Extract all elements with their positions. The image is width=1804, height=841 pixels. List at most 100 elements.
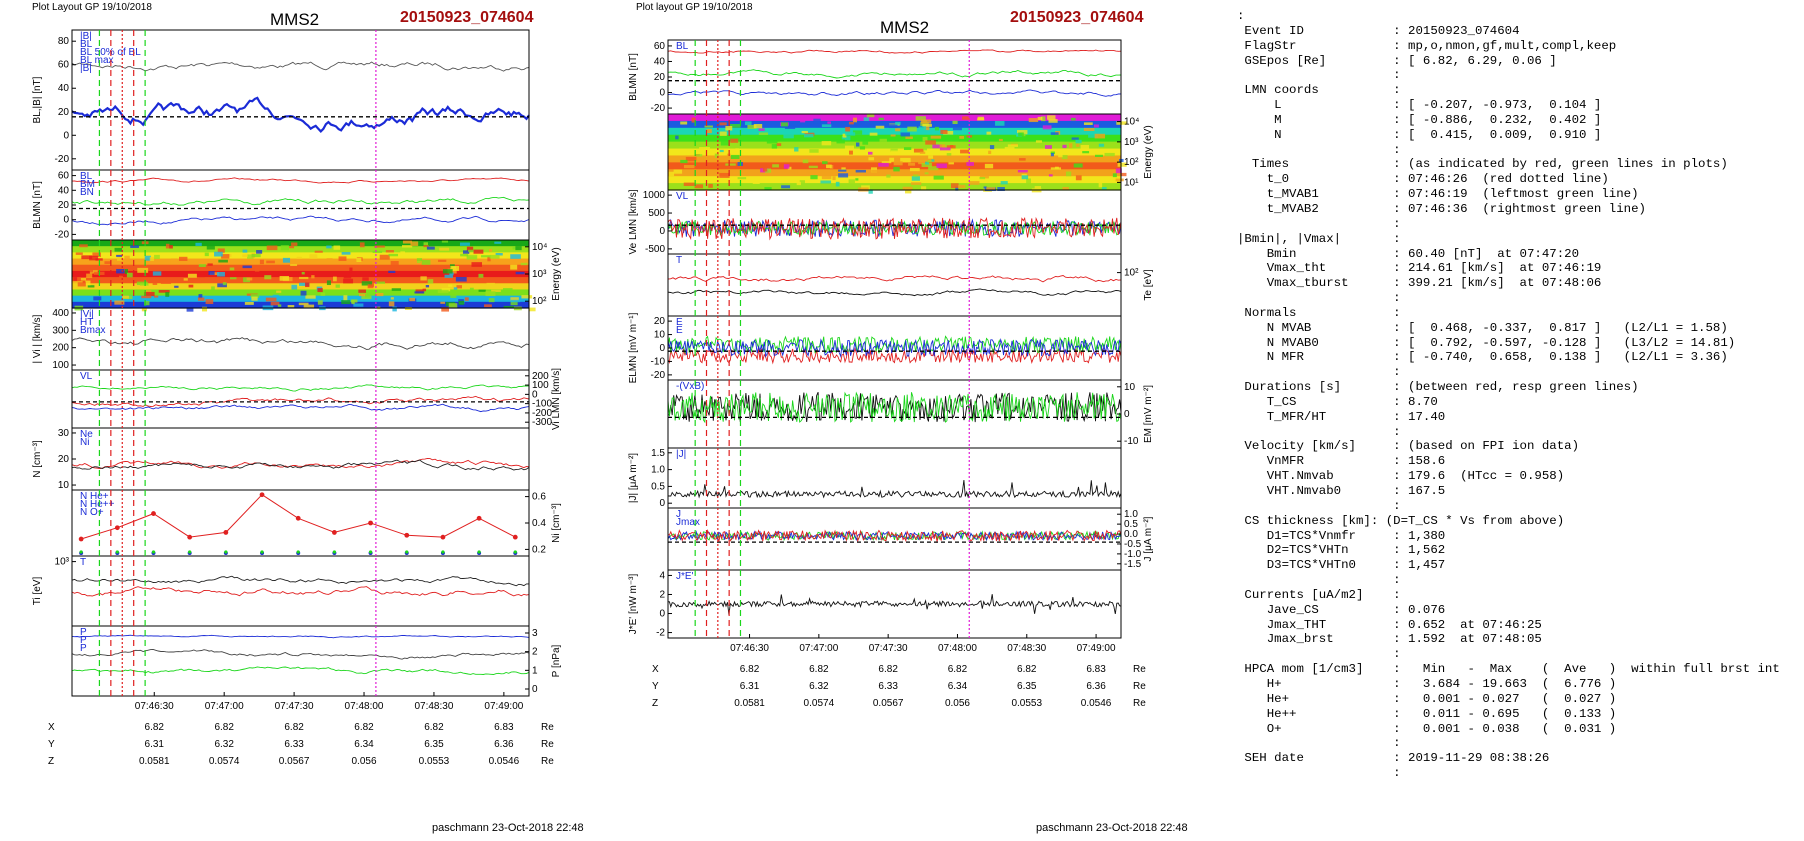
spectrogram-cell bbox=[374, 245, 385, 248]
info-line: N MVAB0 : [ 0.792, -0.597, -0.128 ] (L3/… bbox=[1237, 335, 1736, 350]
data-point bbox=[332, 550, 336, 554]
series-line-en bbox=[667, 337, 1122, 358]
x-tick-label: 07:49:00 bbox=[1077, 643, 1116, 654]
spectrogram-cell bbox=[1082, 151, 1090, 154]
spectrogram-band bbox=[72, 258, 529, 266]
spectrogram-cell bbox=[343, 276, 352, 279]
spectrogram-cell bbox=[227, 254, 232, 257]
spectrogram-cell bbox=[1058, 153, 1063, 158]
spectrogram-cell bbox=[958, 184, 966, 189]
info-line: He++ : 0.011 - 0.695 ( 0.133 ) bbox=[1237, 706, 1617, 721]
spectrogram-cell bbox=[766, 139, 778, 144]
y-tick-label: -100 bbox=[532, 399, 552, 410]
info-line: H+ : 3.684 - 19.663 ( 6.776 ) bbox=[1237, 676, 1617, 691]
spectrogram-cell bbox=[130, 245, 139, 248]
spectrogram-cell bbox=[719, 122, 727, 126]
info-line: Bmin : 60.40 [nT] at 07:47:20 bbox=[1237, 246, 1580, 261]
panel-ylabel: J [μA m⁻²] bbox=[1143, 516, 1154, 561]
spectrogram-cell bbox=[1070, 117, 1076, 121]
spectrogram-cell bbox=[244, 301, 254, 305]
spectrogram-cell bbox=[1044, 145, 1052, 149]
spectrogram-cell bbox=[1068, 143, 1073, 149]
coord-value: 6.82 bbox=[214, 722, 234, 733]
info-line: t_MVAB1 : 07:46:19 (leftmost green line) bbox=[1237, 187, 1639, 202]
info-line: Times : (as indicated by red, green line… bbox=[1237, 157, 1728, 172]
spectrogram-cell bbox=[923, 126, 930, 131]
x-tick-label: 07:46:30 bbox=[730, 643, 769, 654]
spectrogram-cell bbox=[1101, 187, 1107, 190]
data-point bbox=[115, 550, 119, 554]
info-line: Normals : bbox=[1237, 305, 1401, 320]
legend-entry: Jmax bbox=[676, 517, 700, 528]
spectrogram-cell bbox=[706, 128, 712, 134]
spectrogram-band bbox=[72, 289, 529, 297]
spectrogram-cell bbox=[208, 271, 215, 275]
spectrogram-cell bbox=[317, 300, 323, 305]
spectrogram-band bbox=[668, 114, 1121, 122]
coord-value: 0.0546 bbox=[1081, 698, 1112, 709]
y-tick-label: 0 bbox=[1124, 409, 1130, 420]
spectrogram-cell bbox=[272, 294, 279, 298]
spectrogram-cell bbox=[771, 144, 778, 149]
spectrogram-cell bbox=[796, 181, 801, 186]
spectrogram-band bbox=[72, 277, 529, 284]
spectrogram-cell bbox=[494, 241, 502, 244]
y-tick-label: 10² bbox=[532, 296, 547, 307]
data-point bbox=[187, 534, 193, 540]
spectrogram-cell bbox=[866, 114, 875, 118]
coord-value: 6.36 bbox=[1086, 681, 1106, 692]
spectrogram-band bbox=[72, 240, 529, 247]
spectrogram-cell bbox=[170, 258, 178, 263]
legend-entry: |B| bbox=[80, 31, 92, 42]
spectrogram-cell bbox=[939, 144, 946, 149]
spectrogram-cell bbox=[343, 278, 354, 284]
panel-frame bbox=[667, 569, 1122, 639]
spectrogram-cell bbox=[520, 262, 528, 266]
y-tick-label: 400 bbox=[52, 308, 69, 319]
y-tick-label: 0 bbox=[659, 498, 665, 509]
spectrogram-cell bbox=[298, 302, 309, 306]
spectrogram-cell bbox=[289, 245, 295, 249]
spectrogram-cell bbox=[439, 247, 450, 251]
spectrogram-cell bbox=[320, 292, 326, 296]
y-tick-label: 60 bbox=[58, 171, 70, 182]
spectrogram-cell bbox=[198, 294, 203, 299]
spectrogram-band bbox=[72, 295, 529, 303]
panel-ylabel: Ni [cm⁻³] bbox=[551, 503, 562, 543]
spectrogram-cell bbox=[115, 242, 125, 246]
spectrogram-cell bbox=[401, 245, 413, 248]
series-line-bl bbox=[667, 49, 1122, 54]
x-tick-label: 07:46:30 bbox=[135, 701, 174, 712]
info-line: VHT.Nmvab : 179.6 (HTcc = 0.958) bbox=[1237, 469, 1565, 484]
coord-axis-label: Y bbox=[652, 681, 659, 692]
coord-value: 6.32 bbox=[809, 681, 829, 692]
series-line-vn bbox=[71, 403, 530, 413]
spectrogram-cell bbox=[900, 132, 910, 137]
spectrogram-cell bbox=[763, 167, 768, 172]
spectrogram-cell bbox=[998, 138, 1003, 142]
spectrogram-cell bbox=[764, 187, 772, 190]
panel-ylabel: BLMN [nT] bbox=[628, 53, 639, 101]
spectrogram-cell bbox=[358, 289, 367, 293]
spectrogram-cell bbox=[326, 258, 333, 262]
spectrogram-cell bbox=[875, 125, 885, 129]
spectrogram-cell bbox=[1016, 130, 1028, 135]
spectrogram-cell bbox=[908, 162, 916, 166]
coord-value: 0.0567 bbox=[873, 698, 904, 709]
event-summary-text: : Event ID : 20150923_074604 FlagStr : m… bbox=[1237, 9, 1797, 781]
spectrogram-cell bbox=[1076, 143, 1080, 147]
spectrogram-cell bbox=[137, 267, 149, 273]
spectrogram-cell bbox=[152, 271, 162, 276]
spectrogram-cell bbox=[92, 252, 101, 257]
spectrogram-band bbox=[668, 127, 1121, 136]
spectrogram-cell bbox=[392, 306, 397, 312]
legend-entry: E bbox=[676, 325, 683, 336]
spectrogram-cell bbox=[291, 242, 298, 246]
coord-value: 0.0567 bbox=[279, 756, 310, 767]
spectrogram-cell bbox=[353, 303, 364, 307]
spectrogram-cell bbox=[675, 135, 679, 140]
